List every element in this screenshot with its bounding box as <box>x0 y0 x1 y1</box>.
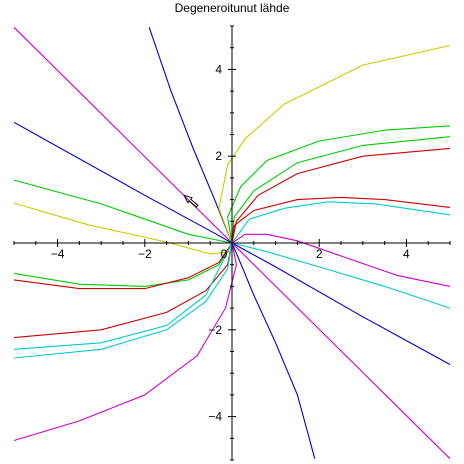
trajectory-line-10 <box>231 196 451 244</box>
y-tick-label: 4 <box>215 62 222 76</box>
chart-axes <box>13 25 451 461</box>
y-tick-label: −4 <box>208 410 222 424</box>
direction-arrow <box>182 194 199 208</box>
x-tick-label: −4 <box>51 247 65 261</box>
x-tick-label: 2 <box>316 247 323 261</box>
trajectory-line-4 <box>13 179 233 244</box>
x-tick-label: 0 <box>221 247 228 261</box>
trajectory-line-16 <box>13 242 233 339</box>
trajectory-line-19 <box>13 242 237 442</box>
trajectory-line-13 <box>231 242 451 309</box>
trajectory-line-14 <box>13 242 233 287</box>
x-tick-label: −2 <box>138 247 152 261</box>
trajectory-line-15 <box>13 242 233 290</box>
direction-arrows <box>182 194 199 208</box>
trajectory-line-18 <box>13 242 233 359</box>
trajectory-line-12 <box>231 233 451 287</box>
trajectory-line-11 <box>231 201 451 244</box>
y-tick-label: 2 <box>215 149 222 163</box>
tick-labels: −4 −2 0 2 4 −4 −2 2 4 <box>51 62 410 423</box>
y-tick-label: −2 <box>208 323 222 337</box>
chart-title: Degeneroitunut lähde <box>174 1 290 15</box>
trajectory-line-7 <box>227 125 451 244</box>
trajectory-line-17 <box>13 242 233 350</box>
x-tick-label: 4 <box>403 247 410 261</box>
trajectory-line-8 <box>231 136 451 244</box>
trajectory-line-6 <box>218 44 451 244</box>
